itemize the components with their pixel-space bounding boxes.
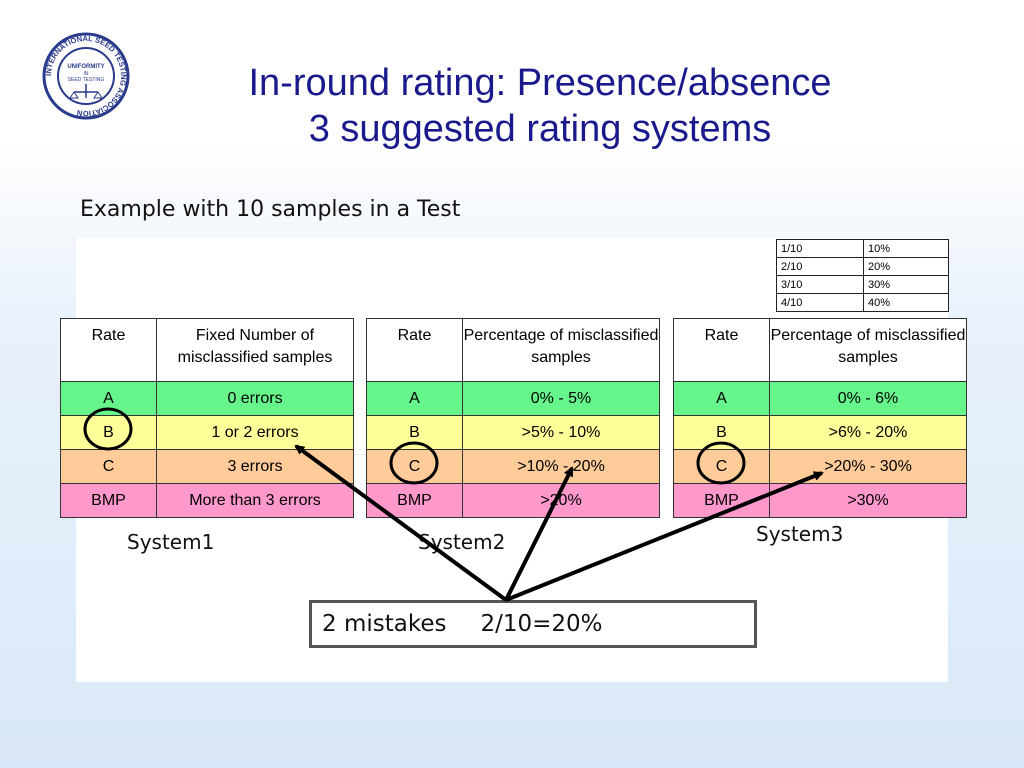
arrow-to-system1 <box>294 444 508 602</box>
result-mistakes: 2 mistakes <box>322 611 447 637</box>
svg-text:SEED TESTING: SEED TESTING <box>68 77 105 83</box>
header-rate: Rate <box>673 318 770 382</box>
system3-label: System3 <box>756 522 844 546</box>
svg-text:UNIFORMITY: UNIFORMITY <box>67 64 104 70</box>
table-row: A 0% - 5% <box>366 381 660 416</box>
table-row: C >10% - 20% <box>366 449 660 484</box>
system2-table: Rate Percentage of misclassified samples… <box>366 318 660 518</box>
system3-table: Rate Percentage of misclassified samples… <box>673 318 967 518</box>
ista-logo: INTERNATIONAL SEED TESTING ASSOCIATION U… <box>42 32 130 120</box>
desc-cell: >6% - 20% <box>769 415 967 450</box>
desc-cell: 0% - 5% <box>462 381 660 416</box>
svg-text:IN: IN <box>84 71 89 77</box>
desc-cell: More than 3 errors <box>156 483 354 518</box>
highlight-circle-system1-b <box>83 407 133 451</box>
table-row: BMP >20% <box>366 483 660 518</box>
table-row: B 1 or 2 errors <box>60 415 354 450</box>
title-line-1: In-round rating: Presence/absence <box>248 62 832 104</box>
result-box: 2 mistakes 2/10=20% <box>309 600 757 648</box>
header-desc: Percentage of misclassified samples <box>769 318 967 382</box>
highlight-circle-system3-c <box>696 441 746 485</box>
slide-title: In-round rating: Presence/absence 3 sugg… <box>150 60 930 152</box>
rate-cell: C <box>60 449 157 484</box>
desc-cell: 0 errors <box>156 381 354 416</box>
table-row: BMP More than 3 errors <box>60 483 354 518</box>
title-line-2: 3 suggested rating systems <box>308 108 772 150</box>
table-header-row: Rate Percentage of misclassified samples <box>673 318 967 382</box>
rate-cell: C <box>673 449 770 484</box>
ratio-fraction: 1/10 <box>776 239 864 258</box>
ista-seal-icon: INTERNATIONAL SEED TESTING ASSOCIATION U… <box>42 32 130 120</box>
ratio-row: 4/10 40% <box>776 293 949 312</box>
header-desc: Percentage of misclassified samples <box>462 318 660 382</box>
table-row: A 0% - 6% <box>673 381 967 416</box>
subtitle: Example with 10 samples in a Test <box>80 197 461 222</box>
table-row: BMP >30% <box>673 483 967 518</box>
desc-cell: >10% - 20% <box>462 449 660 484</box>
ratio-fraction: 3/10 <box>776 275 864 294</box>
system1-table: Rate Fixed Number of misclassified sampl… <box>60 318 354 518</box>
result-calc: 2/10=20% <box>480 611 603 637</box>
rate-cell: BMP <box>60 483 157 518</box>
rate-cell: A <box>673 381 770 416</box>
system2-label: System2 <box>418 530 506 554</box>
table-row: C >20% - 30% <box>673 449 967 484</box>
desc-cell: >20% - 30% <box>769 449 967 484</box>
ratio-table: 1/10 10% 2/10 20% 3/10 30% 4/10 40% <box>776 239 949 312</box>
ratio-fraction: 4/10 <box>776 293 864 312</box>
desc-cell: >5% - 10% <box>462 415 660 450</box>
ratio-percent: 40% <box>863 293 949 312</box>
table-header-row: Rate Percentage of misclassified samples <box>366 318 660 382</box>
header-desc: Fixed Number of misclassified samples <box>156 318 354 382</box>
highlight-circle-system2-c <box>389 441 439 485</box>
system1-label: System1 <box>127 530 215 554</box>
arrow-to-system3 <box>505 471 824 602</box>
ratio-row: 3/10 30% <box>776 275 949 294</box>
desc-cell: >30% <box>769 483 967 518</box>
desc-cell: 0% - 6% <box>769 381 967 416</box>
desc-cell: 1 or 2 errors <box>156 415 354 450</box>
rate-cell: C <box>366 449 463 484</box>
arrow-to-system2 <box>504 466 574 601</box>
ratio-fraction: 2/10 <box>776 257 864 276</box>
desc-cell: >20% <box>462 483 660 518</box>
